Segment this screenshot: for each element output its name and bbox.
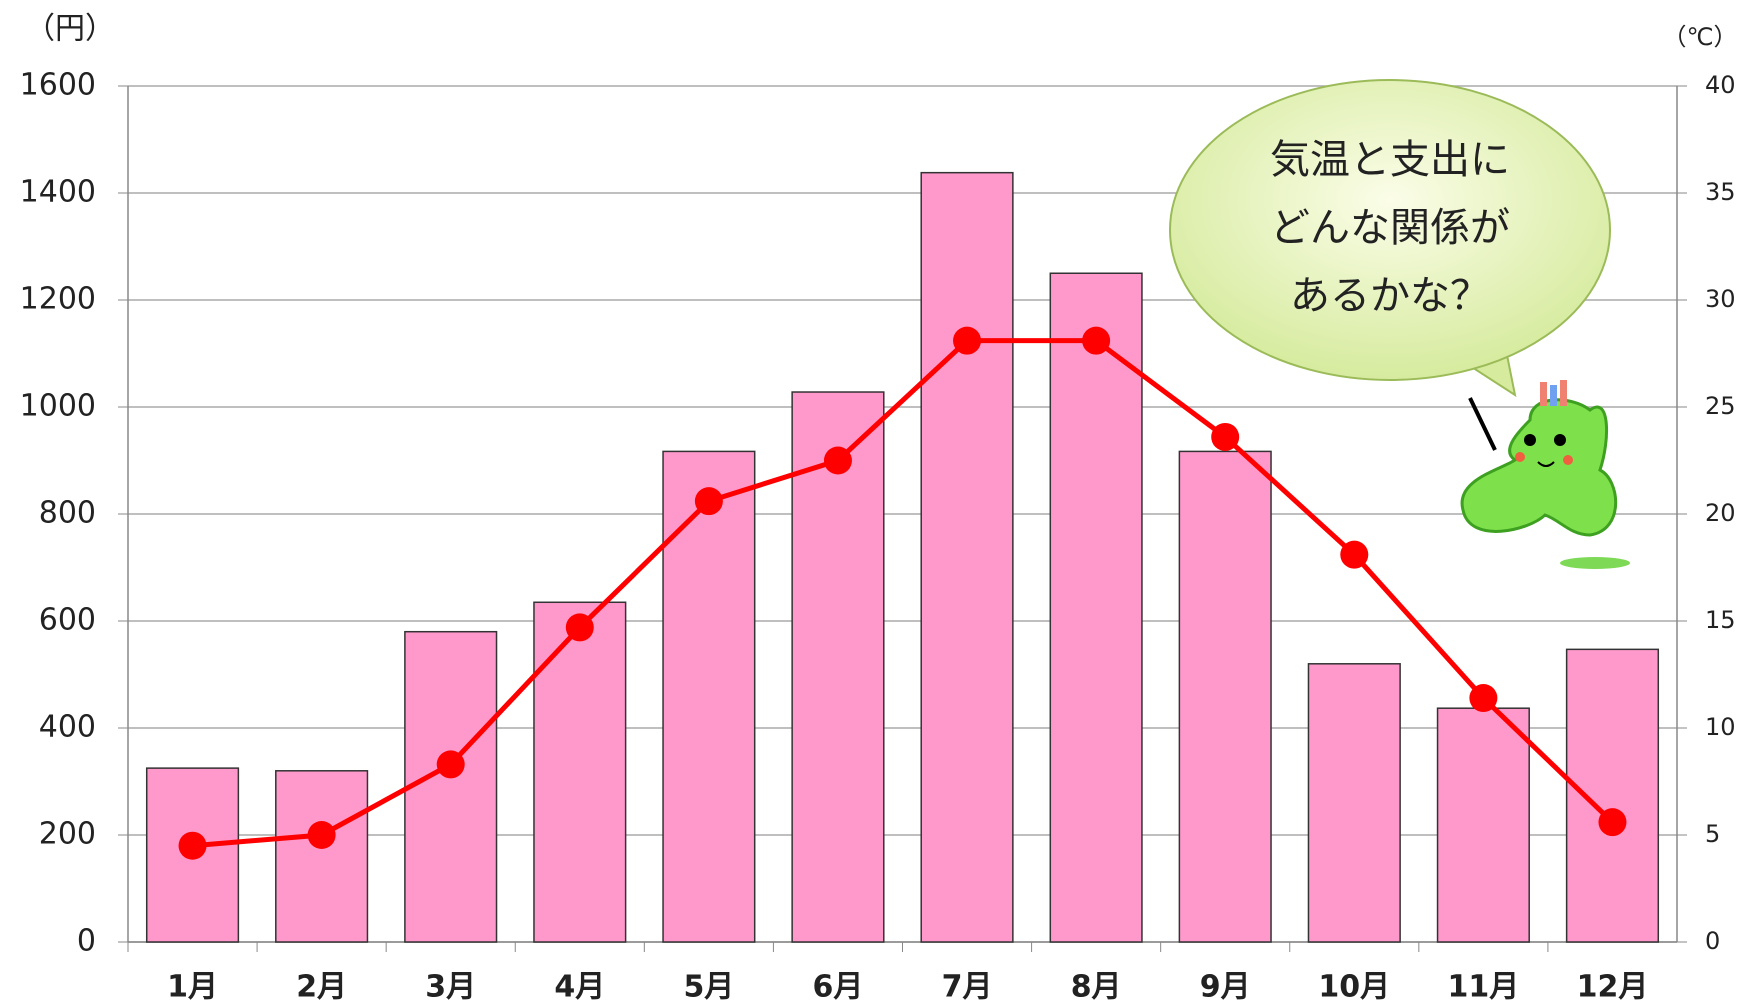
line-point bbox=[566, 613, 594, 641]
x-tick-label: 12月 bbox=[1577, 970, 1649, 1005]
line-point bbox=[953, 327, 981, 355]
x-tick-label: 10月 bbox=[1318, 970, 1390, 1005]
y-tick-label: 400 bbox=[39, 710, 96, 745]
y-tick-label: 1200 bbox=[20, 282, 96, 317]
bar bbox=[921, 173, 1013, 942]
x-tick-label: 9月 bbox=[1200, 970, 1251, 1005]
y-tick-label: 1400 bbox=[20, 175, 96, 210]
x-tick-label: 8月 bbox=[1071, 970, 1122, 1005]
x-tick-label: 6月 bbox=[813, 970, 864, 1005]
bar bbox=[405, 632, 497, 942]
bar bbox=[1567, 649, 1659, 942]
y-tick-label: 1600 bbox=[20, 68, 96, 103]
y2-tick-label: 10 bbox=[1705, 713, 1736, 741]
y-tick-label: 200 bbox=[39, 817, 96, 852]
annotation-line: どんな関係が bbox=[1270, 205, 1510, 251]
y-tick-label: 1000 bbox=[20, 389, 96, 424]
chart: （円） （℃） 0 200 400 600 800 1000 1200 1400 1600 0 5 1… bbox=[0, 0, 1744, 1006]
x-tick-label: 1月 bbox=[167, 970, 218, 1005]
line-point bbox=[179, 832, 207, 860]
line-point bbox=[1211, 423, 1239, 451]
y2-tick-label: 0 bbox=[1705, 927, 1720, 955]
y2-tick-label: 5 bbox=[1705, 820, 1720, 848]
bar bbox=[792, 392, 884, 942]
x-tick-label: 3月 bbox=[425, 970, 476, 1005]
line-point bbox=[437, 750, 465, 778]
y2-tick-label: 30 bbox=[1705, 285, 1736, 313]
x-tick-label: 5月 bbox=[683, 970, 734, 1005]
x-tick-label: 7月 bbox=[942, 970, 993, 1005]
bar bbox=[534, 602, 626, 942]
x-tick-label: 2月 bbox=[296, 970, 347, 1005]
bar bbox=[663, 451, 755, 942]
callout: 気温と支出にどんな関係があるかな？ bbox=[1170, 80, 1610, 395]
bar bbox=[1179, 451, 1271, 942]
x-tick-label: 4月 bbox=[554, 970, 605, 1005]
line-point bbox=[695, 487, 723, 515]
y2-tick-label: 20 bbox=[1705, 499, 1736, 527]
line-point bbox=[1340, 541, 1368, 569]
annotation: 気温と支出にどんな関係があるかな？ bbox=[1270, 137, 1510, 319]
y-tick-label: 0 bbox=[77, 924, 96, 959]
line-point bbox=[1082, 327, 1110, 355]
y2-tick-label: 35 bbox=[1705, 178, 1736, 206]
y2-unit: （℃） bbox=[1663, 23, 1738, 51]
x-tick-label: 11月 bbox=[1448, 970, 1520, 1005]
annotation-line: あるかな？ bbox=[1290, 273, 1490, 319]
bar bbox=[1050, 273, 1142, 942]
y2-tick-label: 15 bbox=[1705, 606, 1736, 634]
y-unit: （円） bbox=[25, 12, 115, 47]
annotation-line: 気温と支出に bbox=[1270, 137, 1510, 183]
bar bbox=[1308, 664, 1400, 942]
bar bbox=[276, 771, 368, 942]
y2-tick-label: 25 bbox=[1705, 392, 1736, 420]
line-point bbox=[308, 821, 336, 849]
bar bbox=[1438, 708, 1530, 942]
y-tick-label: 800 bbox=[39, 496, 96, 531]
line-point bbox=[824, 447, 852, 475]
line-point bbox=[1598, 808, 1626, 836]
mascot bbox=[1462, 380, 1630, 569]
y2-tick-label: 40 bbox=[1705, 71, 1736, 99]
line-point bbox=[1469, 684, 1497, 712]
y-tick-label: 600 bbox=[39, 603, 96, 638]
